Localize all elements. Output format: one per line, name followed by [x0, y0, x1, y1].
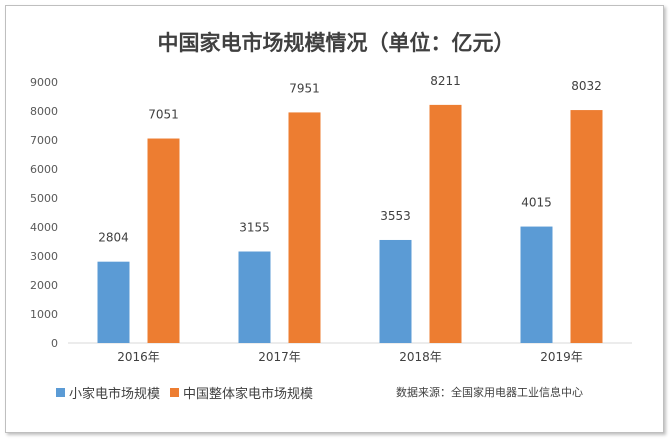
y-tick-label: 4000 — [30, 221, 58, 234]
y-tick-label: 6000 — [30, 163, 58, 176]
y-tick-label: 0 — [51, 337, 58, 350]
bar — [570, 110, 603, 344]
y-tick-label: 2000 — [30, 279, 58, 292]
data-label: 7951 — [289, 81, 320, 95]
y-tick-label: 3000 — [30, 250, 58, 263]
bar — [520, 226, 553, 343]
data-label: 4015 — [521, 196, 552, 210]
data-label: 7051 — [148, 108, 179, 122]
data-label: 8032 — [571, 79, 602, 93]
chart-title: 中国家电市场规模情况（单位：亿元） — [157, 30, 515, 55]
data-label: 3155 — [239, 221, 270, 235]
data-label: 3553 — [380, 209, 411, 223]
bar — [429, 104, 462, 343]
x-tick-label: 2017年 — [258, 350, 301, 364]
y-tick-label: 8000 — [30, 105, 58, 118]
y-tick-label: 7000 — [30, 134, 58, 147]
chart-frame — [5, 5, 664, 433]
x-tick-label: 2018年 — [399, 350, 442, 364]
legend: 小家电市场规模 中国整体家电市场规模 — [56, 382, 323, 402]
legend-swatch-total-appliances — [170, 387, 180, 397]
y-tick-label: 5000 — [30, 192, 58, 205]
legend-label-total-appliances: 中国整体家电市场规模 — [183, 386, 314, 402]
bar — [288, 112, 321, 344]
data-label: 8211 — [430, 74, 461, 88]
legend-item-small-appliances: 小家电市场规模 — [56, 383, 160, 402]
bar — [147, 138, 180, 343]
bar — [97, 261, 130, 343]
legend-label-small-appliances: 小家电市场规模 — [69, 386, 161, 402]
bar — [238, 251, 271, 343]
bar — [379, 239, 412, 343]
legend-item-total-appliances: 中国整体家电市场规模 — [170, 383, 313, 402]
y-tick-label: 1000 — [30, 308, 58, 321]
x-tick-label: 2019年 — [540, 350, 583, 364]
x-tick-label: 2016年 — [117, 350, 160, 364]
legend-swatch-small-appliances — [56, 387, 65, 397]
data-label: 2804 — [98, 231, 129, 245]
data-source: 数据来源：全国家用电器工业信息中心 — [396, 386, 583, 399]
y-tick-label: 9000 — [30, 76, 58, 89]
